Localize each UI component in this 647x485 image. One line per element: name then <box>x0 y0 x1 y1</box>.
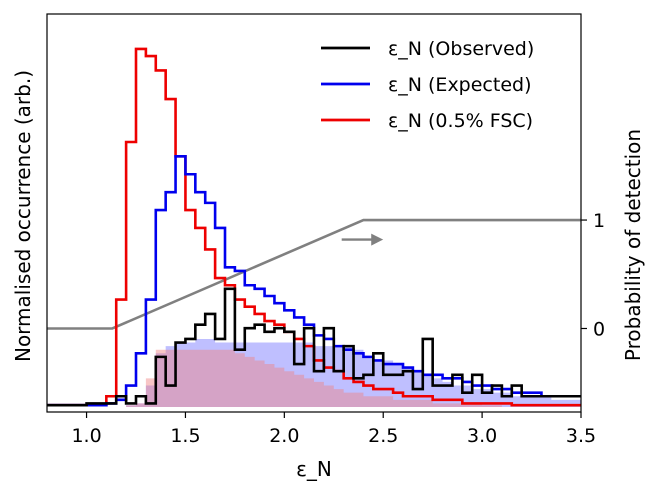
x-axis-title: ε_N <box>296 457 332 481</box>
x-tick-label: 2.0 <box>269 425 299 447</box>
legend-label-observed: ε_N (Observed) <box>388 38 534 60</box>
legend-label-expected: ε_N (Expected) <box>388 74 532 96</box>
plot-frame <box>46 13 582 413</box>
plot-area <box>47 47 581 407</box>
x-tick-label: 2.5 <box>368 425 398 447</box>
x-tick-label: 1.5 <box>170 425 200 447</box>
filled-histogram-1 <box>47 338 581 407</box>
y-axis-title-left: Normalised occurrence (arb.) <box>11 70 35 362</box>
filled-histogram-2 <box>47 349 581 407</box>
y-axis-title-right: Probability of detection <box>621 129 645 361</box>
x-tick-label: 1.0 <box>71 425 101 447</box>
right-tick-label: 0 <box>593 318 605 340</box>
arrow-head <box>371 233 384 246</box>
legend-label-fsc: ε_N (0.5% FSC) <box>388 110 533 132</box>
x-tick-label: 3.0 <box>467 425 497 447</box>
probability-curve <box>47 218 581 330</box>
right-tick-label: 1 <box>593 210 605 232</box>
x-ticks: 1.0 1.5 2.0 2.5 3.0 3.5 <box>71 412 596 447</box>
series-line-observed <box>47 287 581 407</box>
legend: ε_N (Observed) ε_N (Expected) ε_N (0.5% FS… <box>321 38 534 132</box>
series-line-expected <box>47 155 581 407</box>
x-tick-label: 3.5 <box>566 425 596 447</box>
right-ticks: 01 <box>581 210 605 340</box>
